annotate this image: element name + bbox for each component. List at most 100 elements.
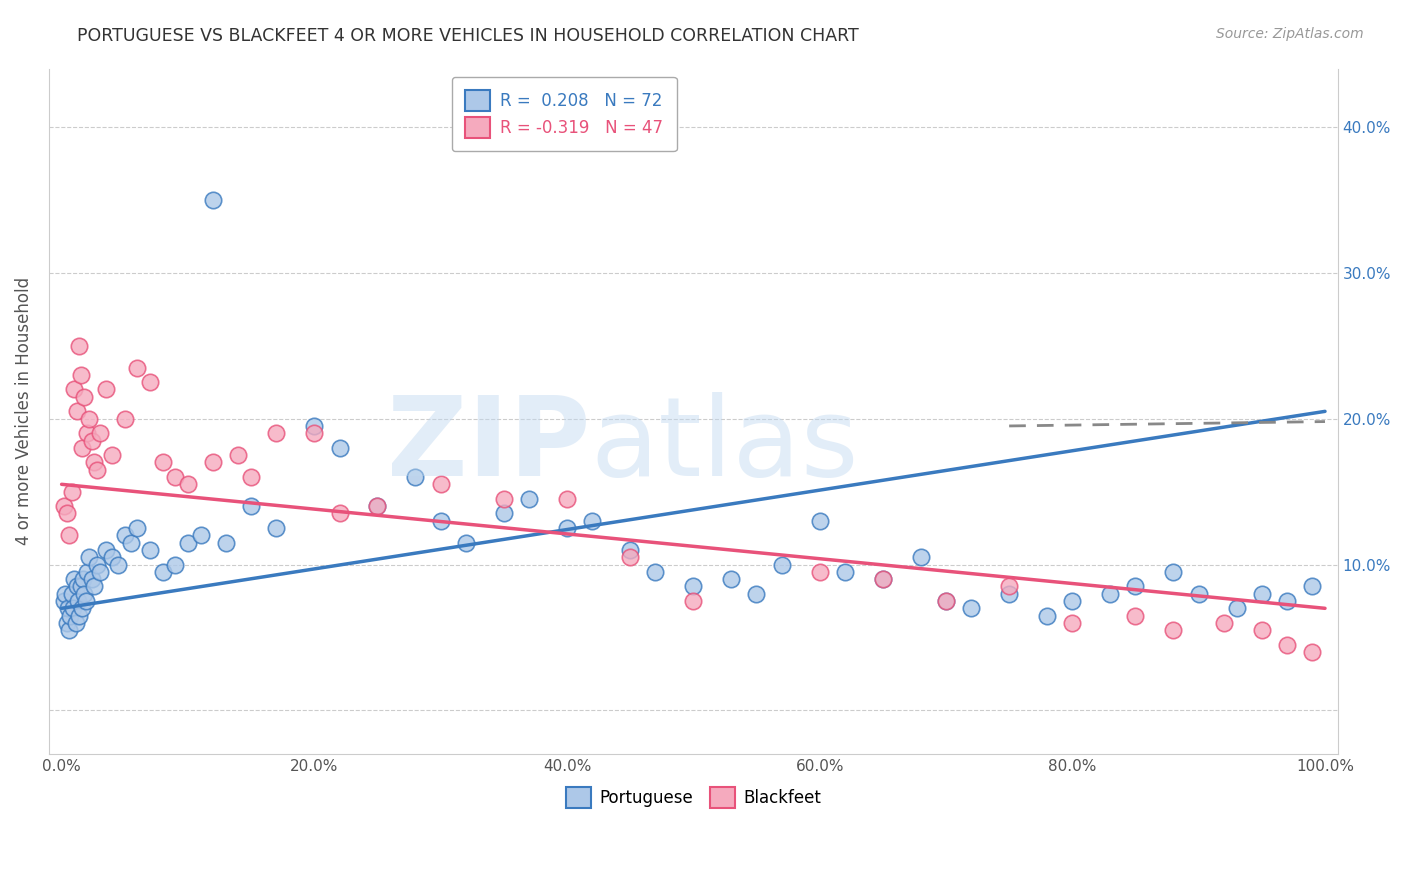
Point: [872, 572, 894, 586]
Point: [83, 579, 105, 593]
Point: [960, 601, 983, 615]
Point: [998, 587, 1021, 601]
Point: [94, 383, 117, 397]
Point: [266, 426, 288, 441]
Point: [454, 535, 477, 549]
Point: [770, 558, 793, 572]
Point: [66, 579, 89, 593]
Point: [1301, 645, 1323, 659]
Point: [75, 594, 97, 608]
Point: [935, 594, 957, 608]
Point: [70, 441, 93, 455]
Point: [1275, 638, 1298, 652]
Point: [1062, 615, 1084, 630]
Point: [1099, 587, 1122, 601]
Point: [266, 521, 288, 535]
Point: [1250, 624, 1272, 638]
Point: [1250, 587, 1272, 601]
Point: [86, 463, 108, 477]
Point: [745, 587, 768, 601]
Point: [1125, 579, 1147, 593]
Point: [60, 484, 83, 499]
Point: [73, 587, 96, 601]
Point: [63, 572, 86, 586]
Point: [935, 594, 957, 608]
Point: [79, 550, 101, 565]
Point: [56, 601, 79, 615]
Point: [152, 565, 174, 579]
Point: [202, 193, 225, 207]
Point: [55, 587, 77, 601]
Point: [429, 477, 451, 491]
Point: [165, 558, 187, 572]
Point: [872, 572, 894, 586]
Point: [304, 426, 326, 441]
Point: [89, 426, 111, 441]
Point: [555, 521, 578, 535]
Point: [682, 579, 704, 593]
Point: [1301, 579, 1323, 593]
Point: [228, 448, 250, 462]
Point: [107, 558, 129, 572]
Point: [80, 572, 103, 586]
Point: [83, 455, 105, 469]
Point: [89, 565, 111, 579]
Point: [59, 608, 82, 623]
Point: [69, 368, 91, 382]
Point: [429, 514, 451, 528]
Point: [72, 572, 94, 586]
Point: [190, 528, 212, 542]
Point: [177, 535, 200, 549]
Point: [644, 565, 666, 579]
Point: [63, 383, 86, 397]
Point: [65, 615, 87, 630]
Point: [55, 615, 77, 630]
Text: atlas: atlas: [591, 392, 859, 500]
Point: [101, 550, 124, 565]
Point: [1188, 587, 1211, 601]
Point: [101, 448, 124, 462]
Point: [720, 572, 742, 586]
Point: [834, 565, 856, 579]
Text: PORTUGUESE VS BLACKFEET 4 OR MORE VEHICLES IN HOUSEHOLD CORRELATION CHART: PORTUGUESE VS BLACKFEET 4 OR MORE VEHICL…: [77, 27, 859, 45]
Point: [55, 507, 77, 521]
Point: [404, 470, 426, 484]
Point: [70, 601, 93, 615]
Point: [619, 550, 641, 565]
Point: [86, 558, 108, 572]
Point: [177, 477, 200, 491]
Point: [139, 543, 162, 558]
Point: [58, 624, 80, 638]
Point: [910, 550, 932, 565]
Y-axis label: 4 or more Vehicles in Household: 4 or more Vehicles in Household: [15, 277, 32, 545]
Point: [67, 339, 90, 353]
Point: [1213, 615, 1236, 630]
Point: [1163, 624, 1185, 638]
Point: [1036, 608, 1059, 623]
Point: [808, 565, 831, 579]
Point: [682, 594, 704, 608]
Point: [62, 601, 84, 615]
Legend: Portuguese, Blackfeet: Portuguese, Blackfeet: [560, 780, 828, 814]
Point: [69, 579, 91, 593]
Point: [152, 455, 174, 469]
Point: [114, 411, 136, 425]
Point: [67, 608, 90, 623]
Point: [79, 411, 101, 425]
Point: [120, 535, 142, 549]
Point: [114, 528, 136, 542]
Point: [1125, 608, 1147, 623]
Point: [76, 426, 98, 441]
Point: [240, 499, 263, 513]
Point: [60, 587, 83, 601]
Point: [619, 543, 641, 558]
Point: [58, 528, 80, 542]
Point: [517, 491, 540, 506]
Point: [202, 455, 225, 469]
Point: [76, 565, 98, 579]
Point: [80, 434, 103, 448]
Point: [1225, 601, 1247, 615]
Point: [215, 535, 238, 549]
Point: [53, 594, 76, 608]
Point: [581, 514, 603, 528]
